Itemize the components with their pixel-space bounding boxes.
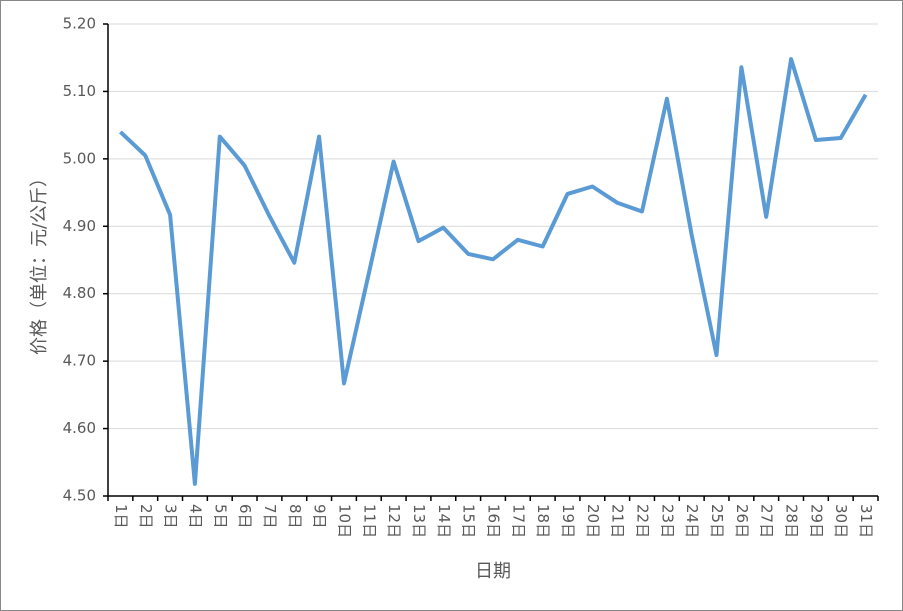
x-tick-label: 14日 bbox=[435, 504, 453, 538]
x-tick-label: 3日 bbox=[162, 504, 180, 529]
y-tick-label: 4.90 bbox=[63, 217, 96, 235]
x-tick-label: 25日 bbox=[708, 504, 726, 538]
x-tick-label: 9日 bbox=[311, 504, 329, 529]
x-tick-label: 5日 bbox=[211, 504, 229, 529]
y-tick-label: 5.20 bbox=[63, 15, 96, 33]
x-tick-label: 18日 bbox=[534, 504, 552, 538]
x-tick-label: 29日 bbox=[807, 504, 825, 538]
x-axis-title: 日期 bbox=[475, 561, 511, 582]
y-tick-label: 4.50 bbox=[63, 487, 96, 505]
x-tick-label: 2日 bbox=[137, 504, 155, 529]
y-tick-label: 4.70 bbox=[63, 352, 96, 370]
x-tick-label: 27日 bbox=[758, 504, 776, 538]
x-tick-label: 23日 bbox=[658, 504, 676, 538]
x-tick-label: 21日 bbox=[609, 504, 627, 538]
y-tick-label: 5.00 bbox=[63, 149, 96, 167]
x-tick-label: 30日 bbox=[832, 504, 850, 538]
x-tick-label: 1日 bbox=[112, 504, 130, 529]
x-tick-label: 6日 bbox=[236, 504, 254, 529]
x-tick-label: 10日 bbox=[335, 504, 353, 538]
x-tick-label: 8日 bbox=[286, 504, 304, 529]
x-tick-label: 4日 bbox=[186, 504, 204, 529]
x-tick-label: 31日 bbox=[857, 504, 875, 538]
x-tick-label: 20日 bbox=[584, 504, 602, 538]
y-tick-label: 4.80 bbox=[63, 284, 96, 302]
x-tick-label: 28日 bbox=[783, 504, 801, 538]
x-tick-label: 17日 bbox=[509, 504, 527, 538]
x-tick-label: 12日 bbox=[385, 504, 403, 538]
x-tick-label: 24日 bbox=[683, 504, 701, 538]
x-tick-label: 7日 bbox=[261, 504, 279, 529]
x-tick-label: 19日 bbox=[559, 504, 577, 538]
x-tick-label: 15日 bbox=[460, 504, 478, 538]
line-series bbox=[119, 57, 868, 486]
x-tick-label: 22日 bbox=[634, 504, 652, 538]
y-tick-label: 5.10 bbox=[63, 82, 96, 100]
y-tick-label: 4.60 bbox=[63, 419, 96, 437]
x-tick-label: 13日 bbox=[410, 504, 428, 538]
y-axis-title: 价格（单位：元/公斤） bbox=[29, 169, 50, 355]
x-tick-label: 26日 bbox=[733, 504, 751, 538]
x-tick-label: 16日 bbox=[485, 504, 503, 538]
x-tick-label: 11日 bbox=[360, 504, 378, 538]
